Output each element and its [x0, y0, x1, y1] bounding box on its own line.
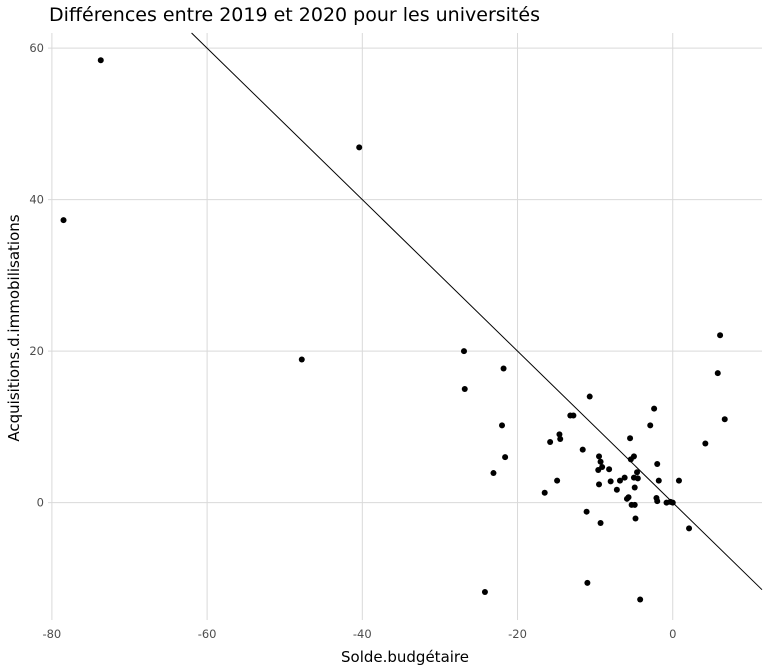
- x-tick-labels: -80 -60 -40 -20 0: [42, 627, 676, 641]
- data-point: [60, 217, 67, 224]
- y-tick-label: 60: [29, 41, 44, 55]
- y-axis-title: Acquisitions.d.immobilisations: [5, 214, 23, 441]
- data-point: [717, 332, 724, 339]
- data-point: [579, 446, 586, 453]
- data-point: [541, 489, 548, 496]
- data-point: [714, 370, 721, 377]
- y-tick-labels: 0 20 40 60: [29, 41, 44, 509]
- data-point: [623, 495, 630, 502]
- data-point: [669, 499, 676, 506]
- data-point: [637, 596, 644, 603]
- data-point: [702, 440, 709, 447]
- data-point: [621, 474, 628, 481]
- data-point: [596, 453, 603, 460]
- x-tick-label: -20: [508, 627, 527, 641]
- data-point: [570, 412, 577, 419]
- data-point: [586, 393, 593, 400]
- data-point: [654, 460, 661, 467]
- data-point: [632, 515, 639, 522]
- data-point: [556, 431, 563, 438]
- data-point: [634, 475, 641, 482]
- data-point: [721, 416, 728, 423]
- data-point: [631, 484, 638, 491]
- data-point: [583, 508, 590, 515]
- y-tick-label: 20: [29, 344, 44, 358]
- data-point: [356, 144, 363, 151]
- data-point: [634, 469, 641, 476]
- data-point: [298, 356, 305, 363]
- x-tick-label: -80: [42, 627, 61, 641]
- data-point: [606, 466, 613, 473]
- data-point: [547, 439, 554, 446]
- x-tick-label: 0: [669, 627, 676, 641]
- data-point: [599, 464, 606, 471]
- data-point: [481, 588, 488, 595]
- data-point: [627, 435, 634, 442]
- data-point: [655, 477, 662, 484]
- data-point: [647, 422, 654, 429]
- reference-line-layer: [191, 32, 763, 591]
- data-point: [554, 477, 561, 484]
- data-point: [686, 525, 693, 532]
- data-point: [502, 454, 509, 461]
- x-tick-label: -40: [353, 627, 372, 641]
- data-point: [631, 501, 638, 508]
- data-point: [460, 348, 467, 355]
- data-point: [597, 520, 604, 527]
- grid: [48, 33, 762, 620]
- data-point: [616, 477, 623, 484]
- data-point: [630, 453, 637, 460]
- data-points: [60, 57, 728, 603]
- data-point: [651, 405, 658, 412]
- data-point: [461, 385, 468, 392]
- y-tick-label: 0: [37, 496, 44, 510]
- chart-title: Différences entre 2019 et 2020 pour les …: [49, 4, 540, 26]
- x-tick-label: -60: [198, 627, 217, 641]
- data-point: [675, 477, 682, 484]
- x-axis-title: Solde.budgétaire: [341, 648, 469, 666]
- data-point: [499, 422, 506, 429]
- data-point: [584, 579, 591, 586]
- y-tick-label: 40: [29, 193, 44, 207]
- data-point: [607, 478, 614, 485]
- data-point: [97, 57, 104, 64]
- reference-line: [191, 32, 763, 591]
- data-point: [613, 486, 620, 493]
- data-point: [654, 498, 661, 505]
- data-point: [490, 470, 497, 477]
- data-point: [596, 481, 603, 488]
- data-point: [557, 435, 564, 442]
- data-point: [500, 365, 507, 372]
- data-point: [597, 458, 604, 465]
